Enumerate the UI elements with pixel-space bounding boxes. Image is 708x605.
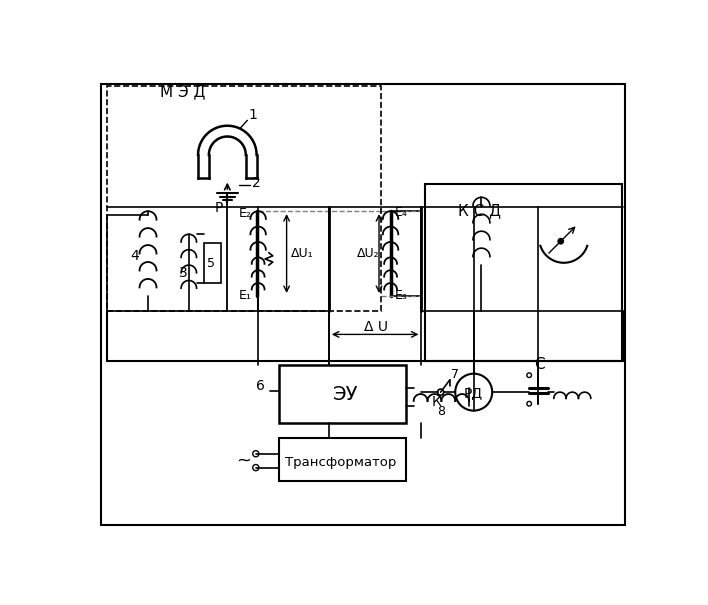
Bar: [442, 224, 457, 270]
Bar: [426, 185, 622, 361]
Text: Р: Р: [215, 201, 224, 215]
Text: 2: 2: [252, 176, 261, 191]
Circle shape: [558, 238, 564, 244]
Text: С: С: [535, 357, 545, 372]
Text: ~: ~: [236, 451, 251, 469]
Bar: [279, 439, 406, 481]
Text: 6: 6: [256, 379, 265, 393]
Text: РД: РД: [464, 387, 483, 401]
Text: К: К: [431, 395, 441, 409]
Text: 3: 3: [179, 266, 188, 280]
Text: E₁: E₁: [239, 289, 252, 302]
Text: ЭУ: ЭУ: [333, 385, 359, 404]
Bar: [204, 243, 221, 283]
Text: Трансформатор: Трансформатор: [285, 456, 396, 469]
Text: 5: 5: [207, 257, 215, 270]
Text: 7: 7: [452, 368, 459, 381]
Text: К С Д: К С Д: [458, 203, 501, 218]
Text: Δ U: Δ U: [364, 320, 387, 335]
Text: E₂: E₂: [239, 208, 252, 220]
Text: М Э Д: М Э Д: [159, 85, 205, 99]
Text: ΔU₂: ΔU₂: [357, 247, 379, 260]
Bar: [279, 365, 406, 423]
Text: ΔU₁: ΔU₁: [290, 247, 313, 260]
Text: 4: 4: [130, 249, 139, 263]
Text: E₃: E₃: [395, 289, 408, 302]
Text: E₄: E₄: [395, 206, 408, 219]
Text: 1: 1: [249, 108, 258, 122]
Text: 8: 8: [438, 405, 445, 418]
